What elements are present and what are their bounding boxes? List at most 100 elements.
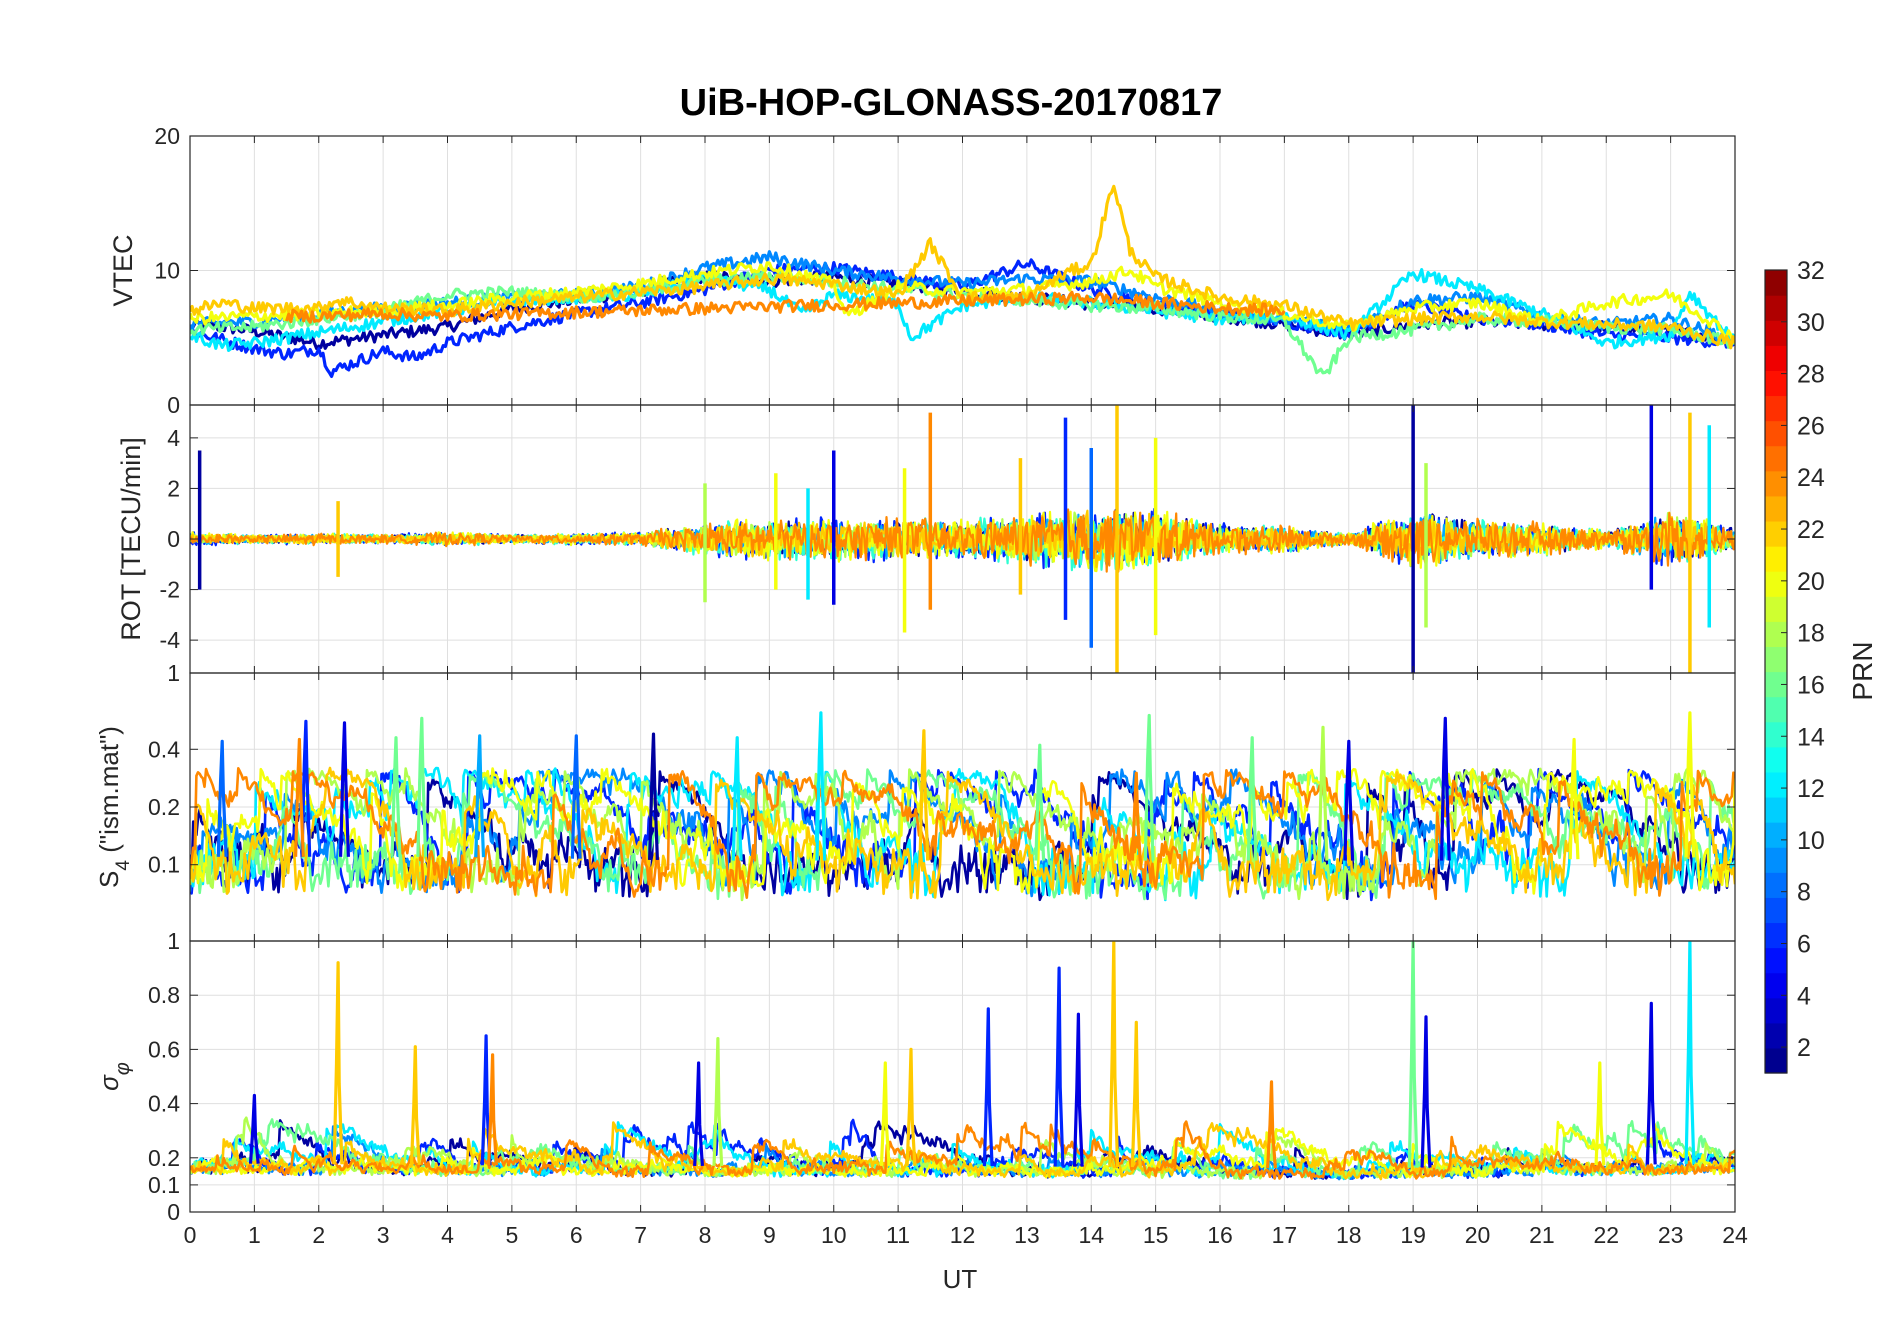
- colorbar-segment: [1765, 1047, 1787, 1074]
- colorbar-segment: [1765, 796, 1787, 823]
- x-tick-label: 16: [1207, 1222, 1233, 1248]
- colorbar-segment: [1765, 922, 1787, 949]
- colorbar-segment: [1765, 746, 1787, 773]
- colorbar-segment: [1765, 721, 1787, 748]
- colorbar-tick-label: 24: [1797, 464, 1825, 492]
- y-axis-label: σφ: [94, 1062, 134, 1091]
- x-tick-label: 19: [1400, 1222, 1426, 1248]
- sigma_phi-peak: [982, 1007, 994, 1167]
- sigma_phi-peak: [487, 1053, 498, 1166]
- s4-peak: [1034, 743, 1046, 861]
- x-tick-label: 4: [441, 1222, 454, 1248]
- y-tick-label: 1: [167, 660, 180, 686]
- x-tick-label: 6: [570, 1222, 583, 1248]
- x-tick-label: 11: [886, 1222, 910, 1248]
- colorbar-segment: [1765, 345, 1787, 371]
- sigma_phi-peak: [248, 1093, 260, 1164]
- colorbar-tick-label: 16: [1797, 671, 1825, 699]
- x-tick-label: 18: [1336, 1222, 1362, 1248]
- colorbar-tick-label: 14: [1797, 723, 1825, 751]
- x-tick-label: 15: [1143, 1222, 1169, 1248]
- colorbar-segment: [1765, 470, 1787, 497]
- y-tick-label: 0.4: [148, 736, 180, 762]
- s4-peak: [731, 736, 743, 861]
- x-tick-label: 8: [699, 1222, 712, 1248]
- x-tick-label: 14: [1078, 1222, 1104, 1248]
- colorbar-segment: [1765, 972, 1787, 999]
- colorbar-segment: [1765, 495, 1787, 522]
- colorbar-tick-label: 32: [1797, 257, 1825, 285]
- sigma_phi-peak: [1594, 1061, 1606, 1166]
- sigma_phi-peak: [332, 961, 344, 1165]
- sigma_phi-peak: [1072, 1012, 1084, 1167]
- y-tick-label: 4: [167, 425, 180, 451]
- colorbar-tick-label: 12: [1797, 775, 1825, 803]
- colorbar-segment: [1765, 696, 1787, 723]
- colorbar-segment: [1765, 295, 1787, 321]
- y-tick-label: 0.6: [148, 1036, 180, 1062]
- x-tick-label: 3: [377, 1222, 390, 1248]
- s4-peak: [1246, 736, 1258, 861]
- sigma_phi-peak: [693, 1061, 704, 1167]
- y-tick-label: 0: [167, 526, 180, 552]
- colorbar-segment: [1765, 671, 1787, 698]
- colorbar-segment: [1765, 872, 1787, 898]
- x-tick-label: 22: [1593, 1222, 1619, 1248]
- s4-peak: [1143, 713, 1155, 861]
- y-tick-label: 0.1: [148, 852, 180, 878]
- colorbar-segment: [1765, 847, 1787, 873]
- colorbar-tick-label: 8: [1797, 879, 1811, 907]
- colorbar-tick-label: 2: [1797, 1034, 1811, 1062]
- sigma_phi-peak: [712, 1036, 724, 1166]
- y-tick-label: -4: [160, 627, 181, 653]
- sigma_phi-peak: [1407, 941, 1419, 1168]
- vtec-series-prn-20: [190, 261, 1735, 344]
- y-tick-label: 20: [154, 123, 180, 149]
- s4-peak: [294, 737, 305, 857]
- sigma_phi-peak: [1645, 1001, 1657, 1165]
- sigma_phi-series-prn-20: [190, 1120, 1735, 1179]
- colorbar-segment: [1765, 445, 1787, 472]
- colorbar-segment: [1765, 1022, 1787, 1049]
- x-tick-label: 10: [821, 1222, 847, 1248]
- colorbar-segment: [1765, 596, 1787, 622]
- s4-series-prn-2: [190, 768, 1735, 902]
- sigma_phi-peak: [1266, 1080, 1277, 1169]
- colorbar-segment: [1765, 320, 1787, 346]
- s4-peak: [474, 734, 486, 858]
- y-tick-label: 2: [167, 475, 180, 501]
- x-axis-label: UT: [943, 1264, 978, 1294]
- x-tick-label: 9: [763, 1222, 776, 1248]
- panel-vtec: 0 10 20 VTEC: [108, 123, 1736, 418]
- colorbar-segment: [1765, 546, 1787, 572]
- s4-peak: [1568, 737, 1580, 860]
- colorbar-tick-label: 6: [1797, 930, 1811, 958]
- vtec-series-prn-24: [285, 290, 1286, 324]
- x-tick-label: 1: [248, 1222, 261, 1248]
- colorbar-segment: [1765, 270, 1787, 296]
- x-tick-label: 0: [184, 1222, 197, 1248]
- s4-peak: [300, 719, 312, 857]
- rot-series-prn-24: [190, 508, 1735, 573]
- colorbar-segment: [1765, 621, 1787, 647]
- x-tick-label: 24: [1722, 1222, 1748, 1248]
- colorbar-segment: [1765, 997, 1787, 1024]
- colorbar-frame: [1764, 269, 1788, 1074]
- colorbar-tick-label: 4: [1797, 982, 1811, 1010]
- x-tick-label: 7: [634, 1222, 647, 1248]
- y-axis-label: VTEC: [108, 234, 138, 306]
- sigma_phi-peak: [1684, 941, 1696, 1164]
- y-tick-label: 0.2: [148, 794, 180, 820]
- x-tick-label: 23: [1658, 1222, 1684, 1248]
- s4-series-prn-24: [190, 766, 1735, 901]
- y-tick-label: 1: [167, 928, 180, 954]
- colorbar-segment: [1765, 822, 1787, 848]
- sigma_phi-peak: [879, 1061, 891, 1167]
- colorbar-segment: [1765, 370, 1787, 397]
- y-axis-label-subscript: φ: [112, 1062, 134, 1075]
- sigma_phi-peak: [1053, 966, 1065, 1167]
- y-tick-label: 0: [167, 1199, 180, 1225]
- y-tick-label: -2: [160, 577, 180, 603]
